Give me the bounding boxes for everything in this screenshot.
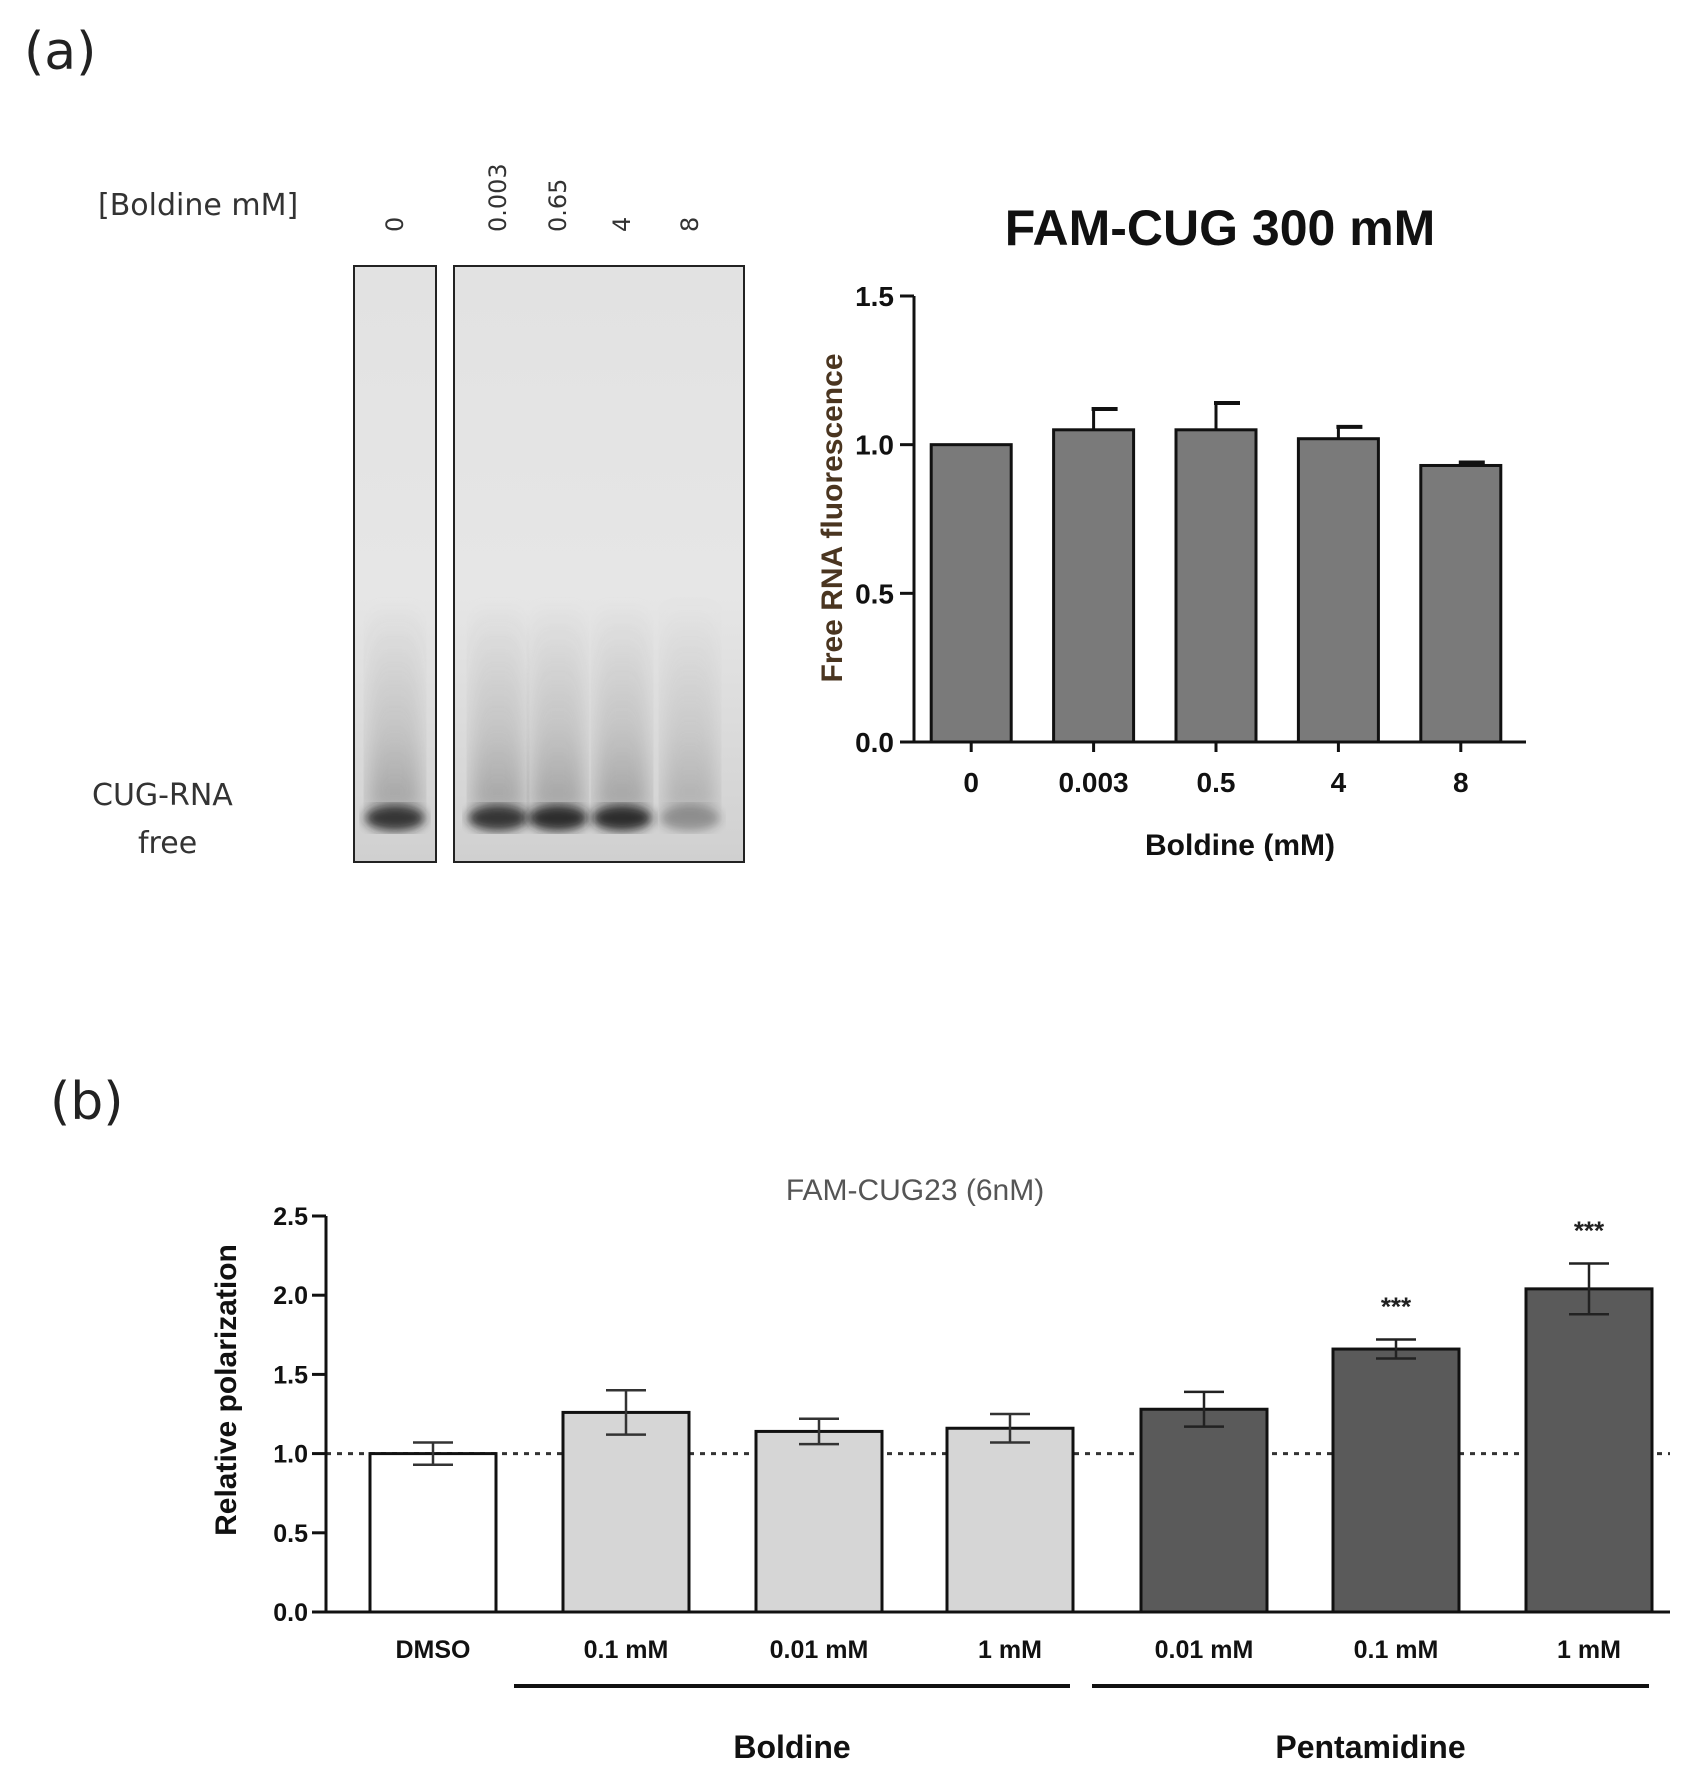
gel-smear-1 — [472, 600, 524, 810]
panel-b-label: (b) — [50, 1072, 124, 1132]
chart-b-group-label-0: Boldine — [733, 1729, 850, 1765]
chart-b-bar-2 — [754, 1429, 884, 1614]
chart-b-ytick-label-1: 0.5 — [273, 1520, 308, 1548]
gel-lanes — [365, 600, 720, 831]
chart-b-bar-5 — [1331, 1347, 1461, 1614]
chart-b-xtick-label-6: 1 mM — [1557, 1636, 1621, 1664]
chart-a-bar-4 — [1419, 463, 1503, 744]
band-label-line2: free — [138, 826, 198, 861]
chart-b: FAM-CUG23 (6nM) Relative polarization 0.… — [210, 1174, 1670, 1765]
chart-b-group-label-1: Pentamidine — [1275, 1729, 1465, 1765]
chart-a-xtick-label-1: 0.003 — [1059, 767, 1129, 798]
gel-band-1 — [468, 805, 528, 831]
chart-b-ytick-label-5: 2.5 — [273, 1203, 308, 1231]
chart-b-significance-6: *** — [1574, 1216, 1605, 1246]
chart-b-bar-0 — [368, 1452, 498, 1614]
chart-b-xtick-label-1: 0.1 mM — [584, 1636, 669, 1664]
chart-a-ytick-label-0: 0.0 — [855, 727, 894, 758]
panel-a-label: (a) — [24, 22, 97, 82]
chart-b-ytick-label-0: 0.0 — [273, 1599, 308, 1627]
chart-b-ytick-label-3: 1.5 — [273, 1361, 308, 1389]
chart-a-ytick-label-3: 1.5 — [855, 281, 894, 312]
chart-a-xtick-label-4: 8 — [1453, 767, 1469, 798]
chart-a-bar-1 — [1052, 428, 1136, 744]
chart-a-xtick-label-2: 0.5 — [1197, 767, 1236, 798]
chart-b-bar-1 — [561, 1410, 691, 1614]
chart-a-xlabel: Boldine (mM) — [1145, 829, 1335, 862]
chart-b-significance-5: *** — [1381, 1292, 1412, 1322]
chart-a-ylabel: Free RNA fluorescence — [816, 353, 849, 682]
band-label-line1: CUG-RNA — [92, 778, 233, 813]
chart-b-xtick-label-4: 0.01 mM — [1155, 1636, 1254, 1664]
chart-b-ylabel: Relative polarization — [210, 1244, 243, 1536]
chart-a-bar-0 — [929, 443, 1013, 744]
chart-b-ytick-label-2: 1.0 — [273, 1441, 308, 1469]
chart-a-xtick-label-0: 0 — [963, 767, 979, 798]
gel-smear-3 — [596, 600, 648, 810]
chart-b-xtick-label-5: 0.1 mM — [1354, 1636, 1439, 1664]
chart-b-xtick-label-2: 0.01 mM — [770, 1636, 869, 1664]
gel-smear-4 — [664, 600, 716, 810]
chart-a-ytick-label-2: 1.0 — [855, 430, 894, 461]
chart-b-bar-3 — [945, 1426, 1075, 1614]
chart-a-title: FAM-CUG 300 mM — [1005, 200, 1436, 256]
chart-b-title: FAM-CUG23 (6nM) — [786, 1174, 1044, 1207]
gel-header: [Boldine mM] — [98, 188, 299, 223]
gel-band-3 — [592, 805, 652, 831]
gel-smear-2 — [532, 600, 584, 810]
gel-smear-0 — [369, 600, 421, 810]
chart-a-ytick-label-1: 0.5 — [855, 578, 894, 609]
chart-a-bar-2 — [1174, 428, 1258, 744]
gel-band-0 — [365, 805, 425, 831]
chart-a-xtick-label-3: 4 — [1331, 767, 1347, 798]
chart-b-xtick-label-0: DMSO — [396, 1636, 471, 1664]
chart-b-bar-6 — [1524, 1287, 1654, 1614]
chart-b-xtick-label-3: 1 mM — [978, 1636, 1042, 1664]
chart-b-bar-4 — [1139, 1407, 1269, 1614]
chart-a: FAM-CUG 300 mM Free RNA fluorescence Bol… — [816, 200, 1526, 862]
chart-b-ytick-label-4: 2.0 — [273, 1282, 308, 1310]
chart-a-bar-3 — [1296, 437, 1380, 744]
gel-band-4 — [660, 805, 720, 831]
gel-band-2 — [528, 805, 588, 831]
